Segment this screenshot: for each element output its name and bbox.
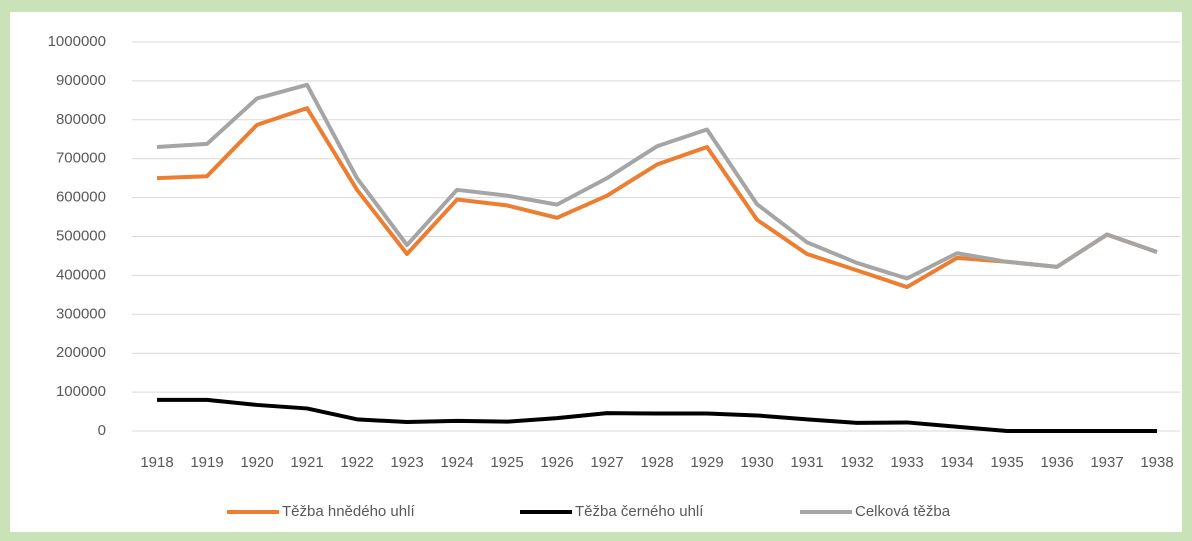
y-tick-label: 800000 <box>56 111 106 128</box>
x-tick-label: 1936 <box>1040 454 1073 471</box>
y-tick-label: 300000 <box>56 305 106 322</box>
legend-label: Těžba černého uhlí <box>575 503 704 520</box>
x-tick-label: 1929 <box>690 454 723 471</box>
y-tick-label: 700000 <box>56 150 106 167</box>
x-tick-label: 1921 <box>290 454 323 471</box>
y-tick-label: 400000 <box>56 266 106 283</box>
y-tick-label: 1000000 <box>48 33 106 50</box>
x-tick-label: 1927 <box>590 454 623 471</box>
x-tick-label: 1924 <box>440 454 473 471</box>
y-tick-label: 200000 <box>56 344 106 361</box>
y-tick-label: 900000 <box>56 72 106 89</box>
x-tick-label: 1928 <box>640 454 673 471</box>
x-tick-label: 1925 <box>490 454 523 471</box>
x-tick-label: 1932 <box>840 454 873 471</box>
plot-background <box>10 12 1182 532</box>
x-tick-label: 1935 <box>990 454 1023 471</box>
x-tick-label: 1926 <box>540 454 573 471</box>
x-tick-label: 1922 <box>340 454 373 471</box>
x-tick-label: 1920 <box>240 454 273 471</box>
series-line <box>157 397 1157 433</box>
x-tick-label: 1938 <box>1140 454 1173 471</box>
x-tick-label: 1919 <box>190 454 223 471</box>
y-tick-label: 0 <box>98 422 106 439</box>
legend-label: Celková těžba <box>855 503 951 520</box>
x-tick-label: 1918 <box>140 454 173 471</box>
series-line <box>156 82 1158 281</box>
x-tick-label: 1937 <box>1090 454 1123 471</box>
x-tick-label: 1933 <box>890 454 923 471</box>
y-tick-label: 600000 <box>56 189 106 206</box>
x-tick-label: 1923 <box>390 454 423 471</box>
x-tick-label: 1934 <box>940 454 973 471</box>
y-tick-label: 500000 <box>56 227 106 244</box>
legend-label: Těžba hnědého uhlí <box>282 503 415 520</box>
x-tick-label: 1930 <box>740 454 773 471</box>
y-tick-label: 100000 <box>56 383 106 400</box>
x-tick-label: 1931 <box>790 454 823 471</box>
